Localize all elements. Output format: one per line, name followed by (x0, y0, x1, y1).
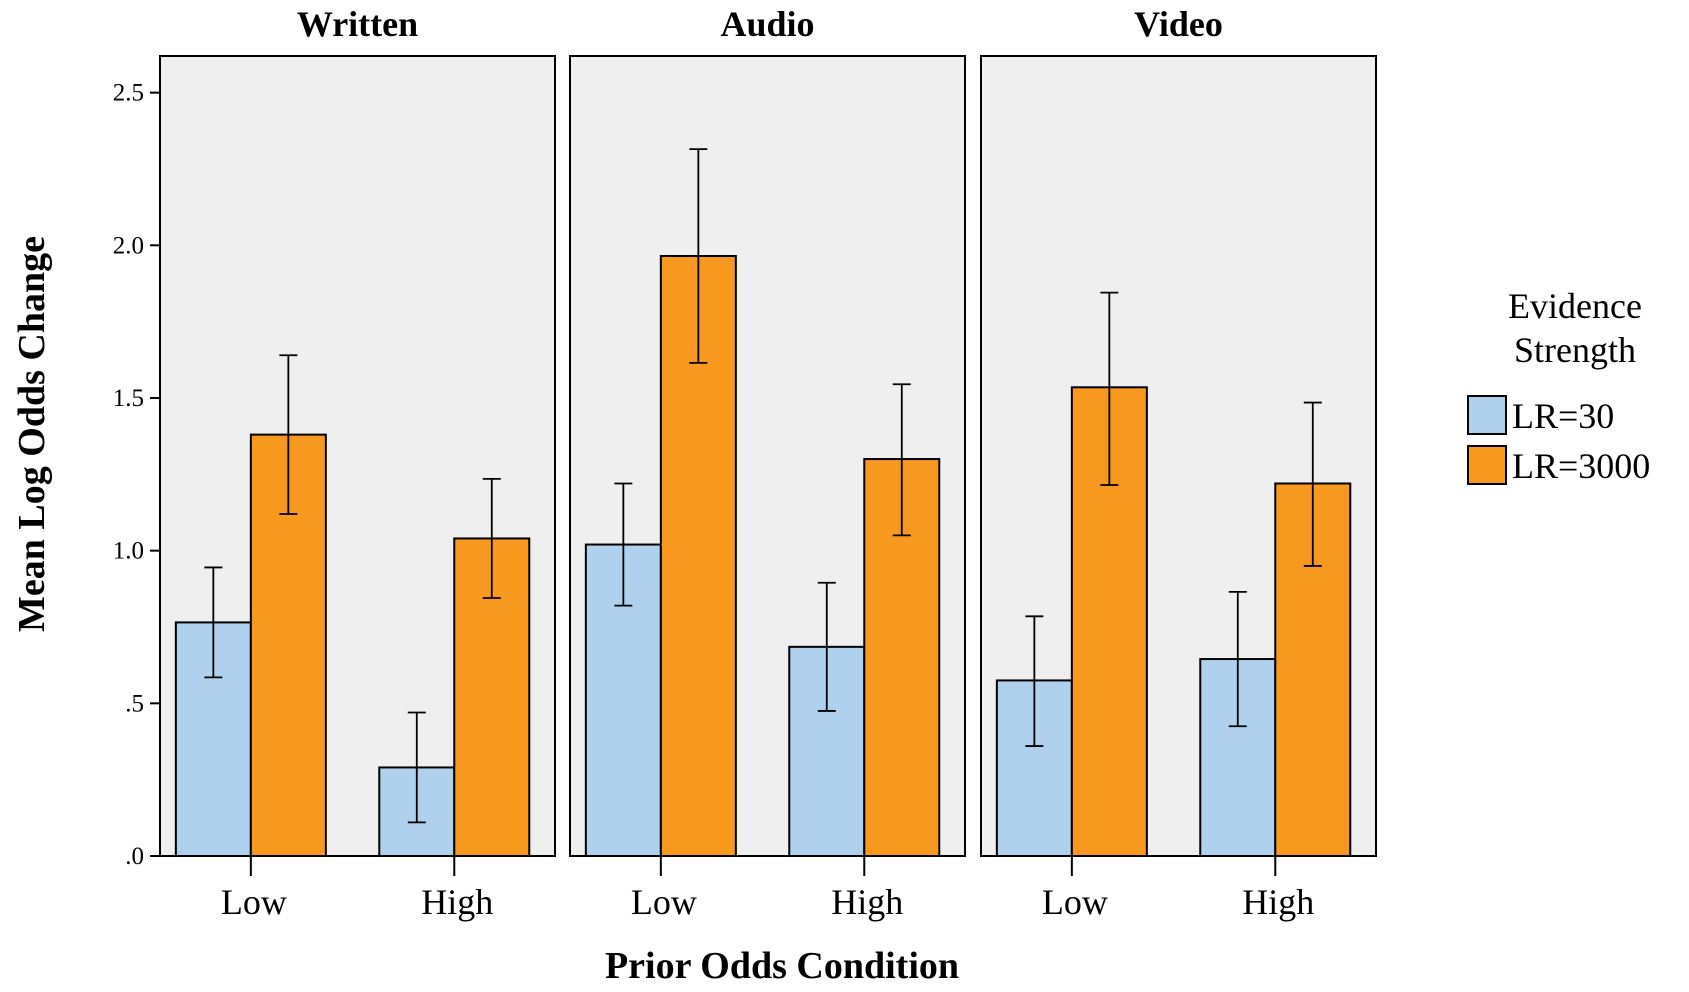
panel-audio: Audio Low High (569, 4, 966, 922)
legend-label: LR=3000 (1512, 446, 1650, 486)
legend: Evidence Strength LR=30 LR=3000 (1467, 286, 1650, 486)
y-tick-label: 2.5 (113, 80, 144, 107)
panel-title: Video (1134, 4, 1223, 44)
y-tick-label: 1.0 (113, 538, 144, 565)
x-category-label: High (1242, 882, 1314, 922)
panel-title: Audio (720, 4, 814, 44)
x-category-label: Low (631, 882, 697, 922)
y-axis: .0 .5 1.0 1.5 2.0 2.5 (113, 80, 160, 870)
y-axis-title: Mean Log Odds Change (11, 236, 53, 632)
y-tick-label: .5 (125, 690, 144, 717)
panel-written: Written Low High (159, 4, 556, 922)
y-tick-label: 1.5 (113, 385, 144, 412)
y-tick-label: .0 (125, 843, 144, 870)
panel-title: Written (297, 4, 418, 44)
x-category-label: Low (1042, 882, 1108, 922)
legend-title-line-1: Evidence (1508, 286, 1642, 326)
panels-group: Written Low High Audio Low High Video Low High (159, 4, 1377, 922)
x-category-label: Low (221, 882, 287, 922)
legend-label: LR=30 (1512, 396, 1614, 436)
x-category-label: High (831, 882, 903, 922)
legend-title-line-2: Strength (1514, 330, 1636, 370)
x-category-label: High (421, 882, 493, 922)
legend-swatch (1467, 445, 1507, 485)
x-axis-title: Prior Odds Condition (605, 945, 959, 987)
panel-video: Video Low High (980, 4, 1377, 922)
legend-swatch (1467, 395, 1507, 435)
y-tick-label: 2.0 (113, 232, 144, 259)
